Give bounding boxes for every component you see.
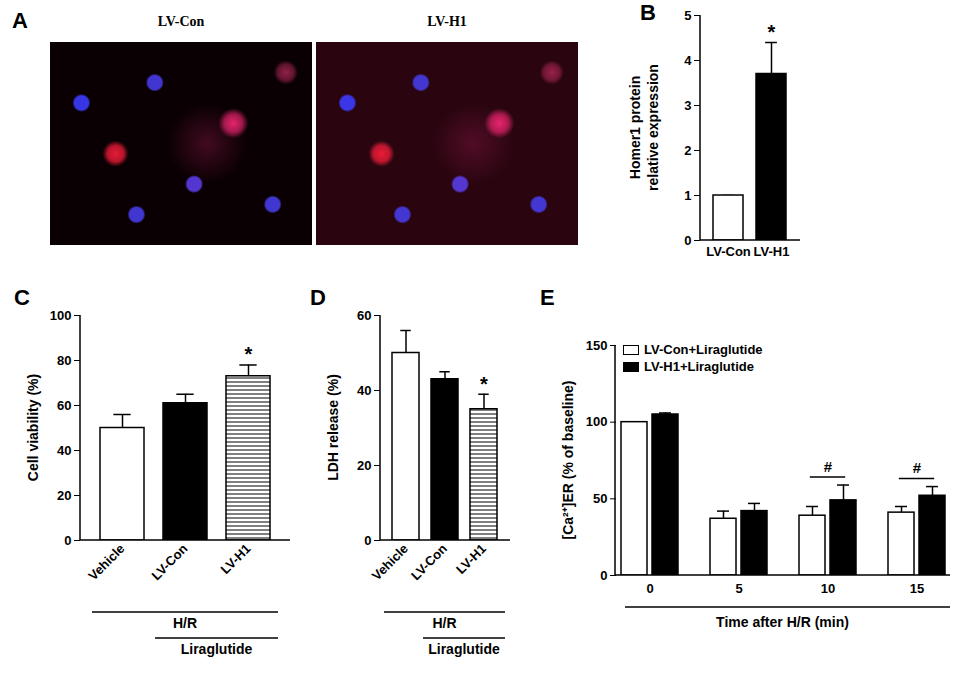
svg-text:LV-H1: LV-H1	[754, 244, 790, 259]
svg-text:LV-Con: LV-Con	[148, 541, 190, 583]
svg-text:60: 60	[57, 398, 71, 413]
svg-text:H/R: H/R	[432, 615, 456, 631]
svg-text:#: #	[913, 459, 922, 476]
html-text:LV-Con+Liraglutide: LV-Con+Liraglutide	[644, 342, 763, 357]
svg-text:40: 40	[357, 383, 371, 398]
svg-text:Time after H/R (min): Time after H/R (min)	[716, 614, 849, 630]
html-text:LV-H1: LV-H1	[427, 14, 467, 29]
html-text:C: C	[14, 285, 30, 310]
svg-text:2: 2	[684, 143, 691, 158]
svg-text:1: 1	[684, 188, 691, 203]
svg-text:#: #	[824, 458, 833, 475]
svg-text:0: 0	[64, 533, 71, 548]
svg-text:50: 50	[593, 491, 607, 506]
svg-text:Vehicle: Vehicle	[369, 541, 411, 583]
svg-text:Vehicle: Vehicle	[85, 541, 127, 583]
html-text:D: D	[310, 285, 326, 310]
svg-text:0: 0	[600, 568, 607, 583]
svg-text:5: 5	[735, 581, 742, 596]
svg-text:0: 0	[646, 581, 653, 596]
svg-text:100: 100	[50, 308, 72, 323]
svg-text:LV-Con: LV-Con	[706, 244, 751, 259]
html-text:LV-H1+Liraglutide: LV-H1+Liraglutide	[644, 359, 754, 374]
svg-text:LDH release (%): LDH release (%)	[325, 374, 341, 481]
svg-text:60: 60	[357, 308, 371, 323]
svg-text:3: 3	[684, 98, 691, 113]
svg-text:[Ca²⁺]ER (% of baseline): [Ca²⁺]ER (% of baseline)	[560, 380, 576, 539]
svg-text:LV-Con: LV-Con	[408, 541, 450, 583]
html-text:B: B	[640, 0, 656, 25]
svg-text:40: 40	[57, 443, 71, 458]
svg-text:LV-H1: LV-H1	[218, 541, 254, 577]
svg-text:*: *	[480, 373, 488, 395]
svg-text:0: 0	[684, 233, 691, 248]
svg-text:LV-H1: LV-H1	[453, 541, 489, 577]
svg-text:Liraglutide: Liraglutide	[181, 641, 253, 657]
svg-text:Cell viability (%): Cell viability (%)	[25, 374, 41, 481]
svg-text:4: 4	[684, 53, 692, 68]
svg-text:20: 20	[357, 458, 371, 473]
svg-text:20: 20	[57, 488, 71, 503]
svg-text:5: 5	[684, 8, 691, 23]
svg-text:*: *	[768, 21, 776, 43]
html-text:A: A	[12, 8, 28, 33]
html-text:E: E	[540, 285, 555, 310]
svg-text:H/R: H/R	[173, 615, 197, 631]
svg-text:15: 15	[910, 581, 924, 596]
svg-text:Homer1 protein: Homer1 protein	[627, 76, 643, 179]
html-text:LV-Con: LV-Con	[157, 14, 205, 29]
svg-text:100: 100	[586, 414, 608, 429]
svg-text:10: 10	[821, 581, 835, 596]
svg-text:relative expression: relative expression	[645, 64, 661, 191]
svg-text:150: 150	[586, 338, 608, 353]
svg-text:80: 80	[57, 353, 71, 368]
svg-text:0: 0	[364, 533, 371, 548]
svg-text:Liraglutide: Liraglutide	[428, 641, 500, 657]
svg-text:*: *	[245, 343, 253, 365]
